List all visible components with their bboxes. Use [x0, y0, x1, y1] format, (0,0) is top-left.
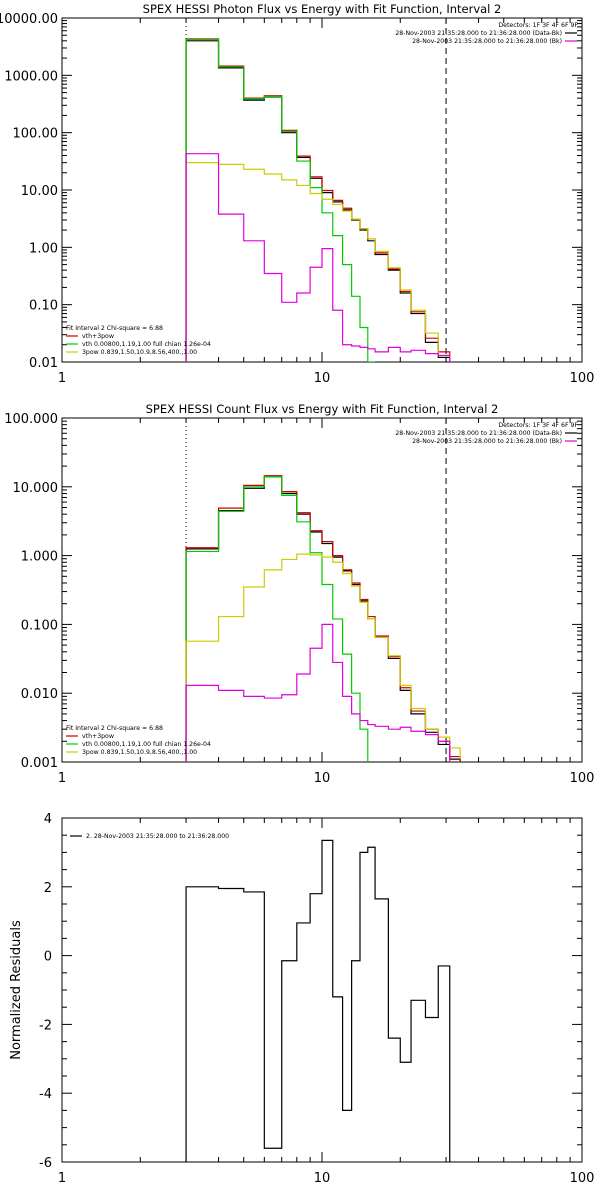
legend-entry-label: Detectors: 1F 3F 4F 6F 9F: [498, 422, 578, 429]
residuals-panel: 1 10 100 4 2 0 -2 -4 -6 Normalized Residuals 2. 28…: [9, 812, 594, 1186]
series-data-line: [185, 476, 461, 762]
x-tick-label: 100: [570, 371, 595, 386]
chart-title: SPEX HESSI Photon Flux vs Energy with Fi…: [143, 2, 502, 16]
series-data-line: [185, 40, 451, 362]
y-tick-label: 10000.00: [0, 12, 58, 27]
y-axis-label: Normalized Residuals: [9, 920, 24, 1060]
y-tick-label: 10.00: [21, 184, 58, 199]
legend-entry-label: 2. 28-Nov-2003 21:35:28.000 to 21:36:28.…: [86, 833, 229, 840]
series-model-total-line: [185, 475, 461, 762]
x-tick-label: 10: [314, 371, 331, 386]
legend-entry-label: vth 0.00800,1.19,1.00 full chian 1.26e-0…: [82, 741, 211, 748]
x-tick-label: 1: [58, 1171, 66, 1186]
legend-entry-label: vth 0.00800,1.19,1.00 full chian 1.26e-0…: [82, 341, 211, 348]
y-tick-label: 1.000: [21, 550, 58, 565]
count-flux-panel: SPEX HESSI Count Flux vs Energy with Fit…: [4, 402, 594, 786]
legend-entry-label: vth+3pow: [82, 333, 114, 340]
photon-flux-panel: SPEX HESSI Photon Flux vs Energy with Fi…: [0, 2, 594, 386]
y-tick-label: 0.100: [21, 618, 58, 633]
chart-title: SPEX HESSI Count Flux vs Energy with Fit…: [146, 402, 499, 416]
legend-header: Fit Interval 2 Chi-square = 6.88: [66, 325, 163, 332]
y-tick-label: 1.00: [29, 241, 58, 256]
y-tick-label: -4: [39, 1087, 52, 1102]
y-tick-label: 4: [44, 812, 52, 827]
legend-entry-label: 3pow 0.839,1.50,10.9,8.56,400.,1.00: [82, 349, 197, 356]
legend-bottom-left: Fit Interval 2 Chi-square = 6.88vth+3pow…: [66, 725, 211, 756]
series-model-total-line: [185, 38, 451, 362]
legend-top-left: 2. 28-Nov-2003 21:35:28.000 to 21:36:28.…: [70, 833, 229, 840]
y-tick-label: 100.00: [13, 127, 59, 142]
legend-entry-label: 28-Nov-2003 21:35:28.000 to 21:36:28.000…: [412, 38, 562, 45]
x-tick-label: 100: [570, 1171, 595, 1186]
legend-entry-label: 28-Nov-2003 21:35:28.000 to 21:36:28.000…: [395, 30, 562, 37]
x-tick-label: 100: [570, 771, 595, 786]
legend-entry-label: 3pow 0.839,1.50,10.9,8.56,400.,1.00: [82, 749, 197, 756]
legend-entry-label: 28-Nov-2003 21:35:28.000 to 21:36:28.000…: [412, 438, 562, 445]
y-tick-label: -6: [39, 1156, 52, 1171]
x-tick-label: 1: [58, 771, 66, 786]
plot-frame: [61, 417, 583, 763]
y-tick-label: 1000.00: [4, 69, 58, 84]
x-tick-label: 10: [314, 1171, 331, 1186]
series-background-line: [185, 153, 451, 362]
y-tick-label: 0.10: [29, 299, 58, 314]
y-tick-label: 10.000: [13, 481, 59, 496]
y-tick-label: 2: [44, 881, 52, 896]
series-power-law-line: [185, 553, 461, 762]
x-tick-label: 1: [58, 371, 66, 386]
series-thermal-line: [185, 39, 376, 362]
y-tick-label: -2: [39, 1018, 52, 1033]
y-tick-label: 0.01: [29, 356, 58, 371]
series-thermal-line: [185, 476, 369, 762]
legend-entry-label: 28-Nov-2003 21:35:28.000 to 21:36:28.000…: [395, 430, 562, 437]
y-tick-label: 0.010: [21, 687, 58, 702]
y-tick-label: 100.000: [4, 412, 58, 427]
y-tick-label: 0.001: [21, 756, 58, 771]
series-residuals-line: [185, 839, 451, 1162]
legend-header: Fit Interval 2 Chi-square = 6.88: [66, 725, 163, 732]
x-tick-label: 10: [314, 771, 331, 786]
legend-entry-label: Detectors: 1F 3F 4F 6F 9F: [498, 22, 578, 29]
y-tick-label: 0: [44, 950, 52, 965]
series-power-law-line: [185, 162, 451, 362]
legend-entry-label: vth+3pow: [82, 733, 114, 740]
legend-bottom-left: Fit Interval 2 Chi-square = 6.88vth+3pow…: [66, 325, 211, 356]
series-background-line: [185, 623, 451, 762]
